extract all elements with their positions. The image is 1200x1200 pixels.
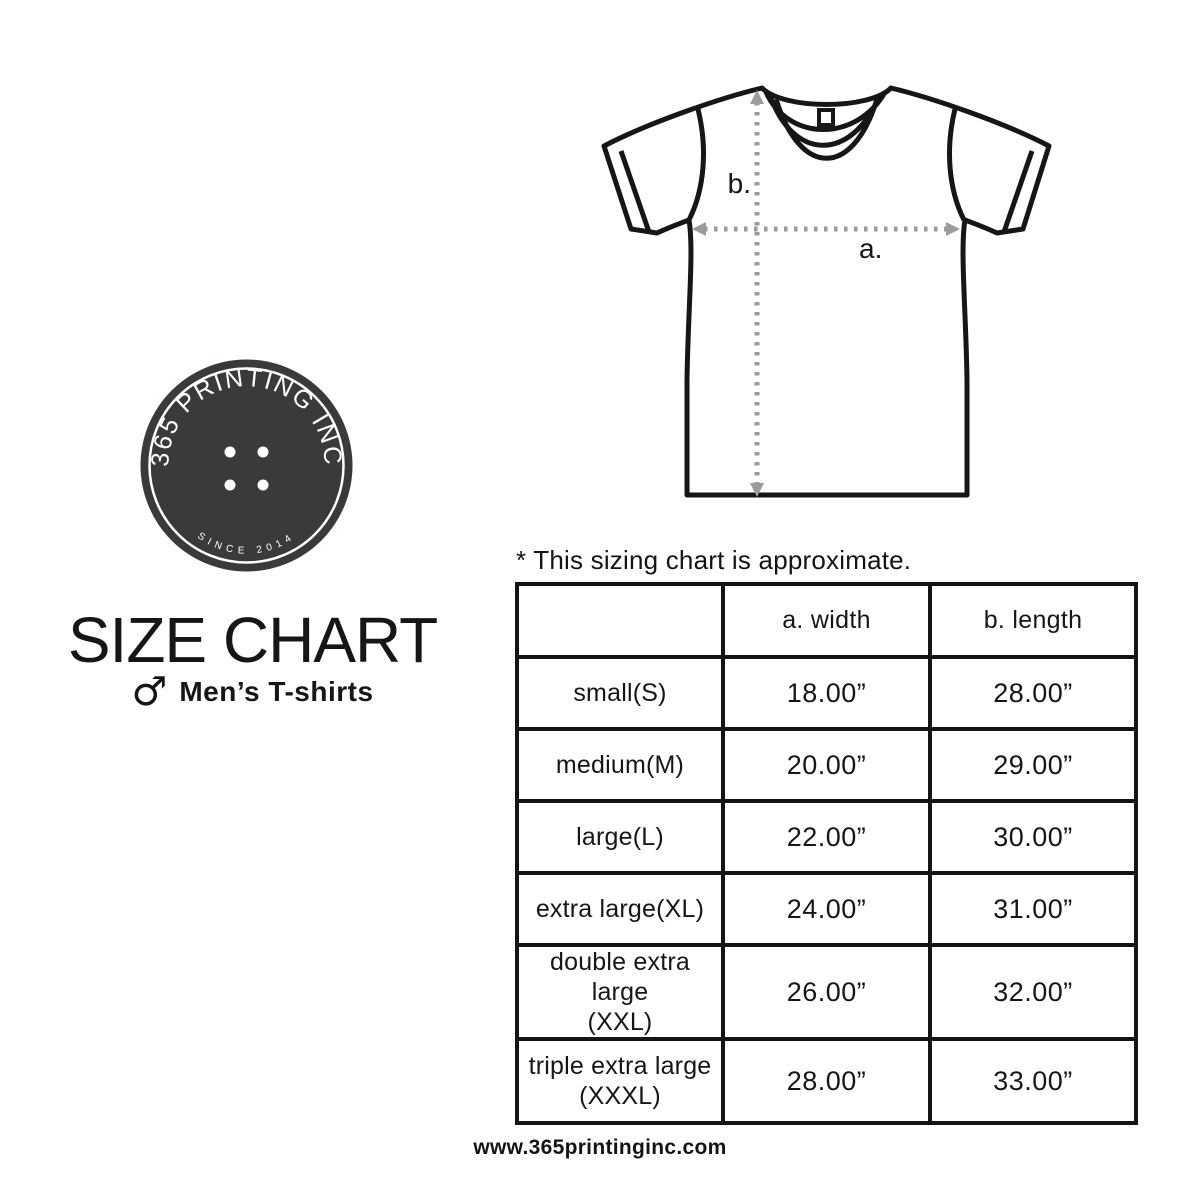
brand-logo: 365 PRINTING INC SINCE 2014 bbox=[130, 350, 365, 585]
width-measure-arrow bbox=[692, 222, 960, 236]
subtitle-label: Men’s T-shirts bbox=[179, 676, 374, 707]
tshirt-outline bbox=[601, 85, 1052, 498]
cuff-stripe-right bbox=[1001, 150, 1035, 233]
width-label: a. bbox=[859, 233, 882, 264]
width-value: 18.00” bbox=[721, 655, 932, 731]
length-value: 28.00” bbox=[928, 655, 1138, 731]
header-length: b. length bbox=[928, 582, 1138, 659]
table-row-small: small(S) 18.00” 28.00” bbox=[515, 655, 1138, 731]
size-table-container: a. width b. length small(S) 18.00” 28.00… bbox=[515, 582, 1138, 1125]
table-row-xxl: double extra large (XXL) 26.00” 32.00” bbox=[515, 943, 1138, 1041]
width-value: 26.00” bbox=[721, 943, 932, 1041]
width-value: 24.00” bbox=[721, 871, 932, 947]
table-row-xxxl: triple extra large (XXXL) 28.00” 33.00” bbox=[515, 1037, 1138, 1125]
length-value: 32.00” bbox=[928, 943, 1138, 1041]
button-holes-icon bbox=[224, 446, 269, 491]
width-value: 22.00” bbox=[721, 799, 932, 875]
length-value: 29.00” bbox=[928, 727, 1138, 803]
website-url: www.365printinginc.com bbox=[473, 1136, 727, 1159]
size-label: double extra large (XXL) bbox=[515, 943, 725, 1041]
size-label: triple extra large (XXXL) bbox=[515, 1037, 725, 1125]
neck-label-icon bbox=[817, 108, 835, 127]
size-label: small(S) bbox=[515, 655, 725, 731]
sizing-note: * This sizing chart is approximate. bbox=[516, 545, 912, 575]
size-label: medium(M) bbox=[515, 727, 725, 803]
header-width: a. width bbox=[721, 582, 932, 659]
header-size bbox=[515, 582, 725, 659]
size-table: a. width b. length small(S) 18.00” 28.00… bbox=[515, 582, 1138, 1125]
subtitle: ♂ Men’s T-shirts bbox=[55, 672, 450, 712]
tshirt-icon: b. a. bbox=[601, 85, 1052, 498]
table-row-large: large(L) 22.00” 30.00” bbox=[515, 799, 1138, 875]
male-symbol-icon: ♂ bbox=[131, 669, 168, 715]
armhole-right bbox=[947, 108, 967, 222]
brand-logo-icon: 365 PRINTING INC SINCE 2014 bbox=[140, 359, 353, 572]
logo-circle bbox=[140, 359, 353, 572]
length-value: 33.00” bbox=[928, 1037, 1138, 1125]
length-value: 31.00” bbox=[928, 871, 1138, 947]
length-value: 30.00” bbox=[928, 799, 1138, 875]
size-label: large(L) bbox=[515, 799, 725, 875]
armhole-left bbox=[686, 108, 706, 222]
table-header-row: a. width b. length bbox=[515, 582, 1138, 659]
length-label: b. bbox=[728, 168, 751, 199]
collar-band bbox=[763, 90, 888, 161]
length-measure-arrow bbox=[750, 90, 764, 497]
page-title: SIZE CHART bbox=[67, 604, 438, 676]
size-label: extra large(XL) bbox=[515, 871, 725, 947]
table-row-xl: extra large(XL) 24.00” 31.00” bbox=[515, 871, 1138, 947]
width-value: 20.00” bbox=[721, 727, 932, 803]
logo-ring bbox=[148, 367, 345, 564]
width-value: 28.00” bbox=[721, 1037, 932, 1125]
cuff-stripe-left bbox=[618, 150, 652, 233]
table-row-medium: medium(M) 20.00” 29.00” bbox=[515, 727, 1138, 803]
tshirt-diagram: b. a. bbox=[555, 55, 1085, 520]
